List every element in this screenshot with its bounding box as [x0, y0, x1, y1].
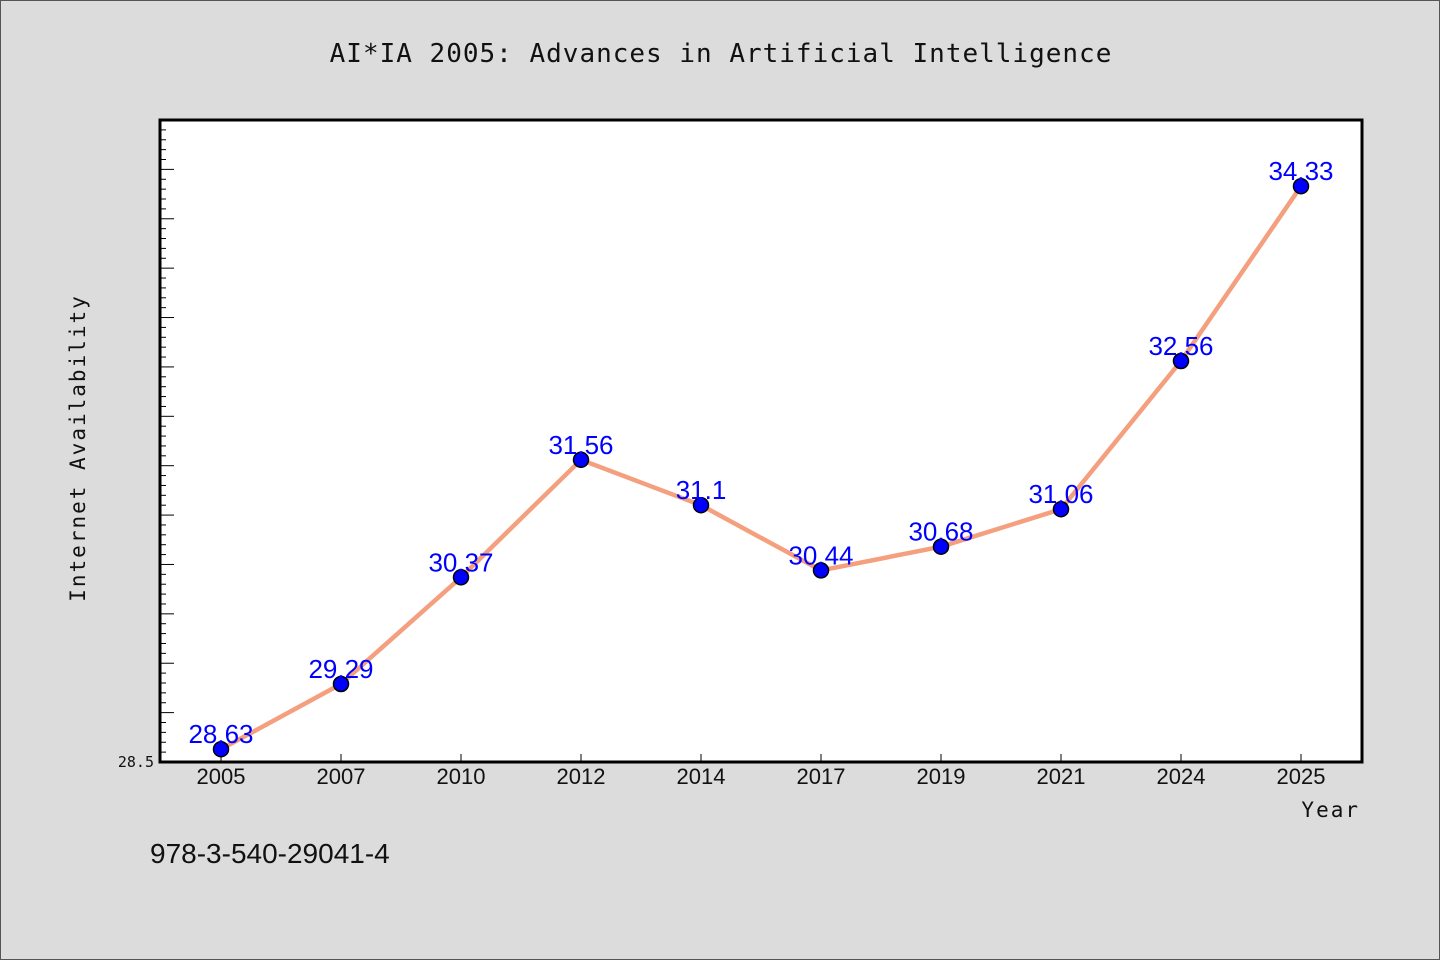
data-label-2017: 30.44 — [788, 540, 853, 570]
data-point-2019 — [932, 538, 950, 555]
data-point-2010 — [452, 569, 470, 586]
y-tick-label-min: 28.5 — [118, 753, 154, 771]
data-label-2012: 31.56 — [548, 430, 613, 460]
x-tick-label-2019: 2019 — [917, 764, 966, 789]
data-point-2024 — [1172, 352, 1190, 370]
data-labels: 28.63 29.29 30.37 31.56 31.1 30.44 30.68 31.06 3… — [188, 156, 1333, 749]
x-axis-ticks — [220, 754, 1302, 762]
data-point-2021 — [1052, 500, 1070, 518]
data-point-2005 — [212, 740, 230, 758]
x-axis-label: Year — [1301, 798, 1360, 822]
data-point-2017 — [812, 562, 830, 579]
y-axis-label: Internet Availability — [66, 294, 90, 602]
data-label-2021: 31.06 — [1028, 479, 1093, 509]
data-point-2014 — [692, 496, 710, 514]
x-tick-label-2010: 2010 — [437, 764, 486, 789]
series-markers — [212, 177, 1310, 758]
x-tick-labels: 2005 2007 2010 2012 2014 2017 2019 2021 2024 2025 — [197, 764, 1326, 789]
data-label-2014: 31.1 — [676, 475, 727, 505]
x-tick-label-2017: 2017 — [797, 764, 846, 789]
data-label-2005: 28.63 — [188, 719, 253, 749]
x-tick-label-2025: 2025 — [1277, 764, 1326, 789]
series-line-group — [218, 183, 1304, 752]
y-axis-ticks — [160, 129, 174, 753]
series-line — [218, 183, 1304, 752]
x-tick-label-2007: 2007 — [317, 764, 366, 789]
data-label-2007: 29.29 — [308, 654, 373, 684]
data-label-2010: 30.37 — [428, 547, 493, 577]
data-point-2025 — [1292, 177, 1310, 195]
data-label-2019: 30.68 — [908, 517, 973, 547]
data-label-2024: 32.56 — [1148, 331, 1213, 361]
x-tick-label-2014: 2014 — [677, 764, 726, 789]
footnote-isbn: 978-3-540-29041-4 — [150, 838, 390, 869]
chart-title: AI*IA 2005: Advances in Artificial Intel… — [330, 39, 1113, 69]
x-tick-label-2024: 2024 — [1157, 764, 1206, 789]
plot-area — [158, 118, 1364, 764]
data-label-2025: 34.33 — [1268, 156, 1333, 186]
x-tick-label-2005: 2005 — [197, 764, 246, 789]
x-tick-label-2021: 2021 — [1037, 764, 1086, 789]
x-tick-label-2012: 2012 — [557, 764, 606, 789]
data-point-2007 — [332, 675, 350, 693]
data-point-2012 — [572, 451, 590, 469]
